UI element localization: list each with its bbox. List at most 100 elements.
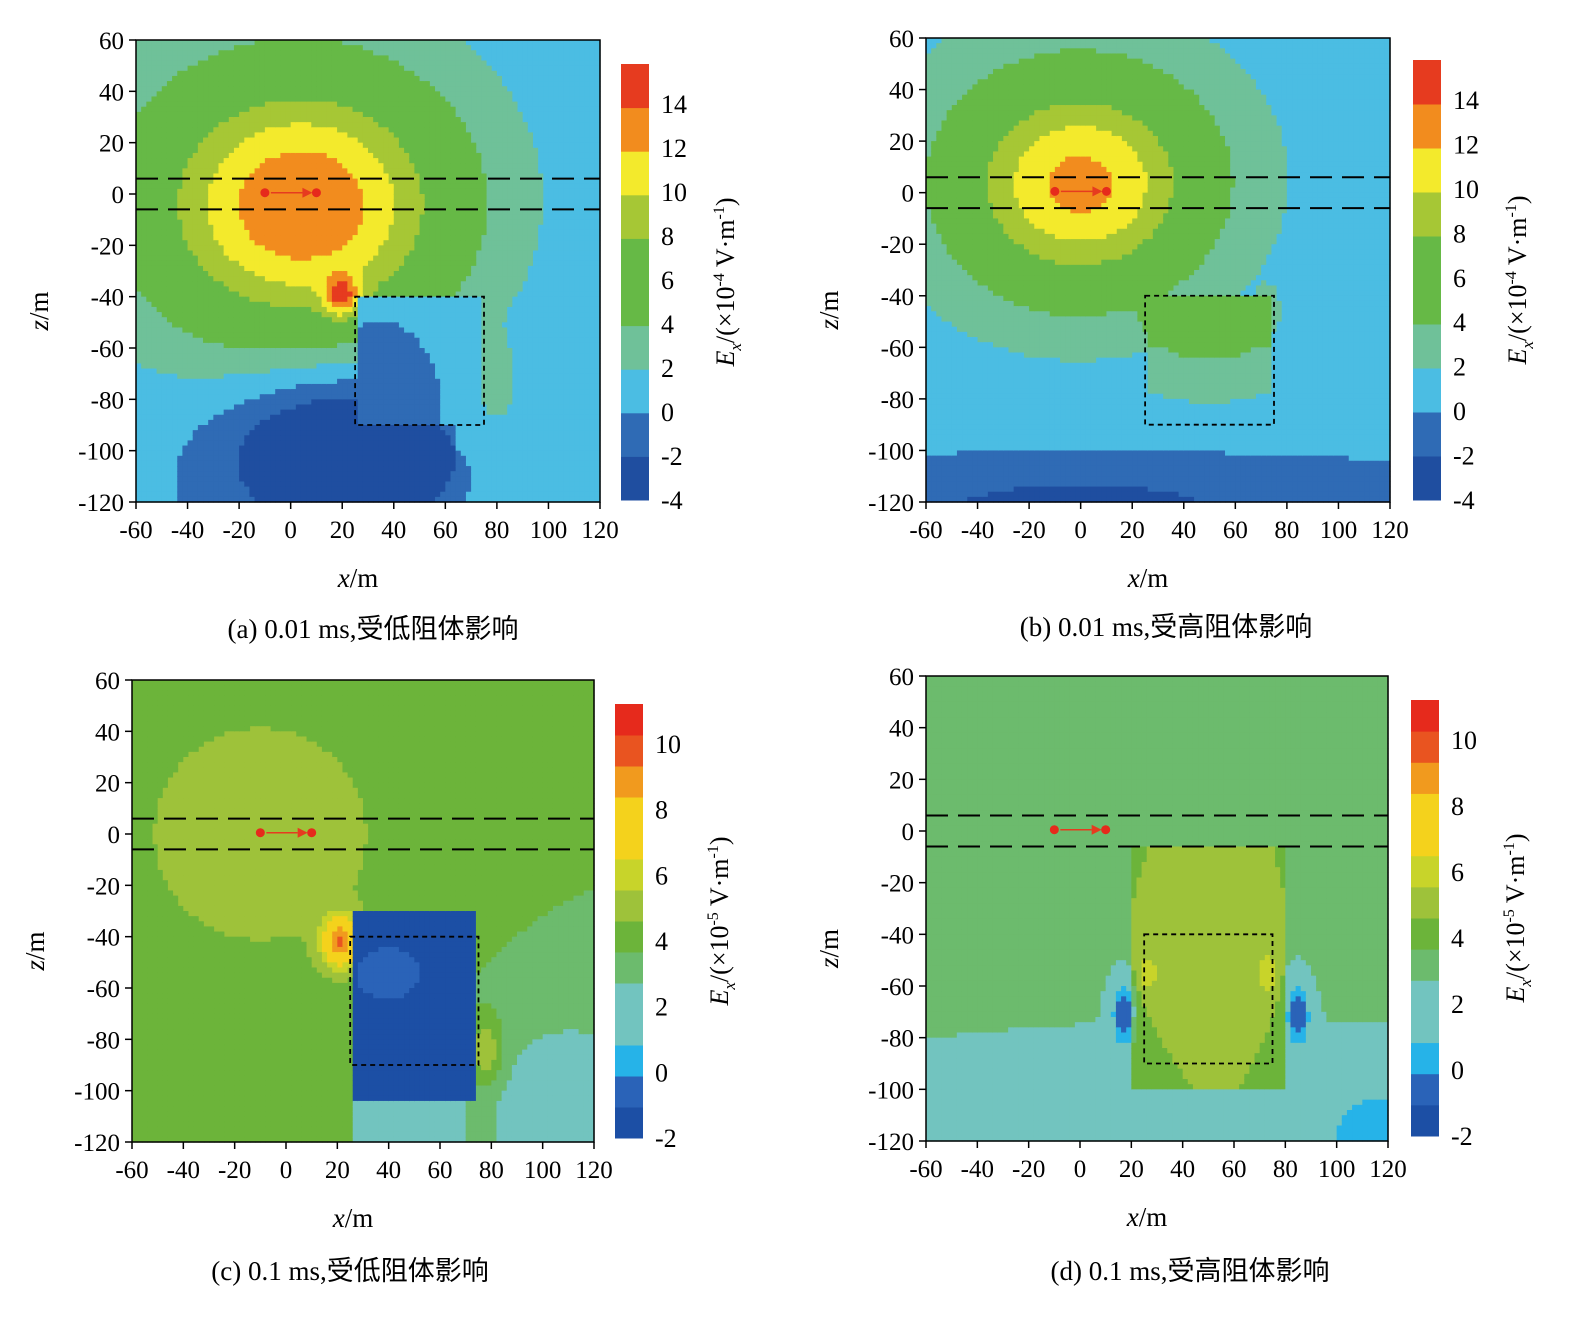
colorbar-segment	[1411, 1011, 1439, 1044]
x-tick-label: 40	[381, 517, 406, 544]
colorbar-segment	[621, 369, 649, 414]
colorbar-tick-label: 0	[661, 398, 674, 427]
colorbar-segment	[621, 325, 649, 370]
colorbar-tick-label: 10	[1453, 175, 1479, 204]
colorbar-segment	[1411, 1042, 1439, 1075]
colorbar-segment	[1411, 855, 1439, 888]
x-axis-label: x/m	[1126, 1202, 1168, 1232]
colorbar-title: Ex/(×10-5 V·m-1)	[1501, 833, 1535, 1003]
colorbar-tick-label: 10	[655, 730, 681, 759]
x-tick-label: 0	[1074, 1156, 1087, 1183]
y-tick-label: -40	[881, 922, 914, 949]
y-tick-label: 40	[889, 78, 914, 105]
colorbar-tick-label: 12	[661, 134, 687, 163]
y-axis-label: z/m	[20, 931, 50, 971]
y-tick-label: 60	[99, 28, 124, 55]
panel-caption-b: (b) 0.01 ms,受高阻体影响	[1020, 612, 1313, 642]
field-map-a	[136, 40, 601, 503]
y-tick-label: 20	[99, 131, 124, 158]
colorbar-title: Ex/(×10-5 V·m-1)	[705, 836, 739, 1006]
x-tick-label: -40	[167, 1157, 200, 1184]
colorbar-tick-label: 4	[1451, 924, 1464, 953]
colorbar-segment	[621, 456, 649, 501]
colorbar-segment	[615, 859, 643, 891]
x-tick-label: 40	[1171, 517, 1196, 544]
y-tick-label: -60	[881, 335, 914, 362]
source-arrowhead-b	[1092, 186, 1103, 197]
y-tick-label: -100	[868, 438, 914, 465]
y-axis-label: z/m	[814, 290, 844, 330]
colorbar-segment	[615, 766, 643, 798]
colorbar-tick-label: 4	[1453, 308, 1466, 337]
y-tick-label: 20	[889, 129, 914, 156]
y-tick-label: -20	[881, 871, 914, 898]
x-tick-label: 0	[1074, 517, 1087, 544]
field-map-d	[926, 676, 1389, 1142]
x-tick-label: 120	[581, 517, 619, 544]
colorbar-tick-label: 2	[1453, 353, 1466, 382]
source-arrowhead-a	[302, 187, 313, 198]
colorbar-tick-label: 6	[1451, 858, 1464, 887]
colorbar-segment	[1413, 456, 1441, 501]
x-tick-label: -20	[218, 1157, 251, 1184]
y-tick-label: 20	[889, 767, 914, 794]
colorbar-segment	[1413, 324, 1441, 369]
colorbar-tick-label: 10	[661, 178, 687, 207]
x-tick-label: 40	[1170, 1156, 1195, 1183]
source-point-a-0	[260, 188, 270, 198]
x-axis-label: x/m	[337, 563, 379, 593]
colorbar-d: 10 8 6 4 2 0 -2 Ex/(×10-5 V·m-1)	[1411, 700, 1535, 1151]
colorbar-segment	[1411, 949, 1439, 981]
y-tick-label: -20	[87, 873, 120, 900]
panel-d: -60 -40 -20 0 20 40 60 80 100 1206040200-20-40-60…	[814, 664, 1535, 1286]
colorbar-tick-label: 8	[655, 796, 668, 825]
panel-caption-c: (c) 0.1 ms,受低阻体影响	[211, 1256, 488, 1286]
colorbar-segment	[1411, 824, 1439, 857]
colorbar-tick-label: -2	[655, 1124, 677, 1153]
colorbar-segment	[1411, 793, 1439, 826]
colorbar-segment	[615, 1076, 643, 1108]
colorbar-title: Ex/(×10-4 V·m-1)	[711, 197, 745, 367]
x-tick-label: -40	[171, 517, 204, 544]
x-tick-label: -40	[961, 517, 994, 544]
x-tick-label: 80	[1273, 1156, 1298, 1183]
y-tick-label: -100	[868, 1077, 914, 1104]
y-tick-label: -40	[881, 284, 914, 311]
source-point-b-0	[1050, 186, 1060, 196]
colorbar-tick-label: 6	[1453, 264, 1466, 293]
colorbar-segment	[615, 1045, 643, 1077]
y-tick-label: 40	[99, 79, 124, 106]
colorbar-segment	[615, 983, 643, 1015]
colorbar-segment	[1413, 148, 1441, 193]
panel-b: -60 -40 -20 0 20 40 60 80 100 1206040200-20-40-60…	[814, 26, 1537, 642]
colorbar-tick-label: 14	[1453, 86, 1479, 115]
source-arrowhead-c	[297, 827, 308, 838]
y-tick-label: -60	[91, 336, 124, 363]
colorbar-segment	[621, 64, 649, 109]
colorbar-segment	[615, 890, 643, 922]
colorbar-segment	[615, 797, 643, 829]
colorbar-tick-label: 4	[655, 927, 668, 956]
x-tick-label: -40	[961, 1156, 994, 1183]
colorbar-segment	[1411, 1104, 1439, 1137]
plot-frame-c	[131, 679, 595, 1143]
x-tick-label: -60	[115, 1157, 148, 1184]
anomaly-box-a	[354, 295, 485, 426]
colorbar-tick-label: 2	[661, 354, 674, 383]
colorbar-segment	[621, 412, 649, 457]
colorbar-tick-label: 8	[1453, 219, 1466, 248]
x-tick-label: -60	[119, 517, 152, 544]
colorbar-segment	[615, 704, 643, 736]
x-tick-label: 80	[1274, 517, 1299, 544]
colorbar-c: 10 8 6 4 2 0 -2 Ex/(×10-5 V·m-1)	[615, 704, 739, 1153]
colorbar-segment	[621, 151, 649, 196]
field-map-b	[926, 38, 1391, 503]
y-axis-label: z/m	[814, 929, 844, 969]
colorbar-tick-label: -2	[1451, 1122, 1473, 1151]
source-point-b-1	[1101, 186, 1111, 196]
x-tick-label: 100	[1318, 1156, 1356, 1183]
colorbar-b: 14 12 10 8 6 4 2 0 -2 -4 Ex/(×10-4 V·m-1)	[1413, 60, 1537, 515]
x-tick-label: -20	[1012, 1156, 1045, 1183]
colorbar-a: 14 12 10 8 6 4 2 0 -2 -4 Ex/(×10-4 V·m-1)	[621, 64, 745, 515]
